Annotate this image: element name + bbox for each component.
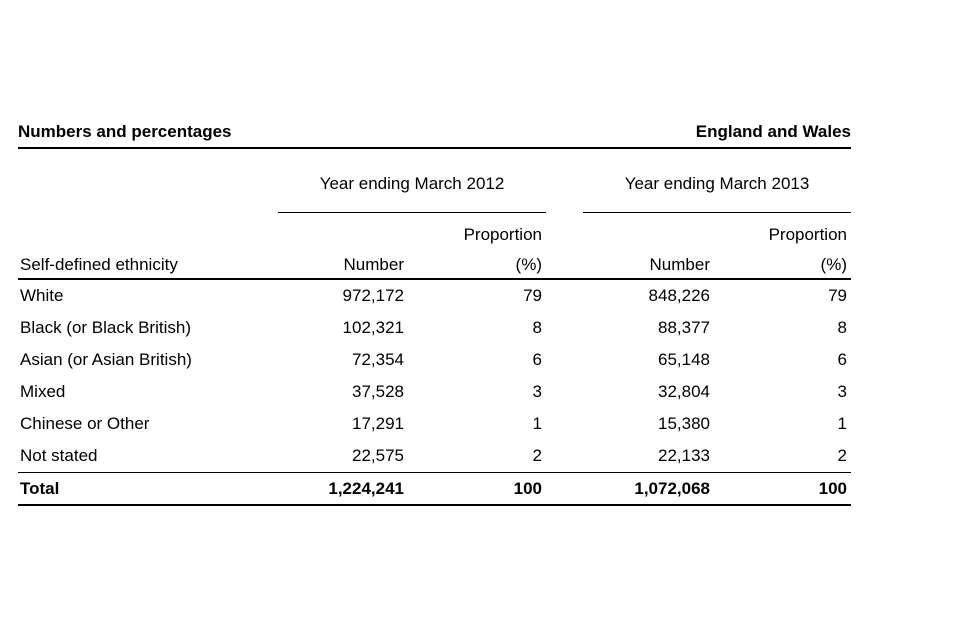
proportion-label-2012: Proportion: [463, 225, 542, 244]
ethnicity-label: Not stated: [20, 446, 98, 465]
number-2013: 88,377: [658, 318, 710, 337]
ethnicity-label: Asian (or Asian British): [20, 350, 192, 369]
number-header-2012: Number: [343, 255, 404, 274]
number-2013: 848,226: [648, 286, 710, 305]
total-number-2012: 1,224,241: [328, 478, 404, 498]
proportion-spacer-2: [278, 213, 408, 247]
row-gap: [546, 312, 583, 344]
number-2012: 22,575: [352, 446, 404, 465]
percent-2013: 79: [828, 286, 847, 305]
table-row: Not stated 22,575 2 22,133 2: [18, 440, 851, 472]
ethnicity-label: Black (or Black British): [20, 318, 191, 337]
year-header-gap: [546, 149, 583, 213]
percent-header-2013: (%): [820, 255, 847, 274]
total-percent-2013: 100: [818, 478, 847, 498]
number-2012: 102,321: [342, 318, 404, 337]
percent-2012: 2: [532, 446, 542, 465]
row-label-header: Self-defined ethnicity: [20, 255, 178, 274]
number-header-2013: Number: [649, 255, 710, 274]
percent-2012: 3: [532, 382, 542, 401]
percent-2012: 6: [532, 350, 542, 369]
total-row: Total 1,224,241 100 1,072,068 100: [18, 472, 851, 506]
number-2013: 22,133: [658, 446, 710, 465]
ethnicity-label: White: [20, 286, 64, 305]
row-gap: [546, 408, 583, 440]
column-header-row: Self-defined ethnicity Number (%) Number…: [18, 247, 851, 280]
percent-2012: 1: [532, 414, 542, 433]
percent-2013: 8: [837, 318, 847, 337]
percent-2012: 8: [532, 318, 542, 337]
table-row: Asian (or Asian British) 72,354 6 65,148…: [18, 344, 851, 376]
total-gap: [546, 473, 583, 504]
proportion-spacer-3: [583, 213, 714, 247]
table-title-row: Numbers and percentages England and Wale…: [18, 122, 851, 149]
table-row: Mixed 37,528 3 32,804 3: [18, 376, 851, 408]
number-2013: 32,804: [658, 382, 710, 401]
total-label: Total: [20, 478, 60, 498]
percent-2013: 3: [837, 382, 847, 401]
year-2013-header: Year ending March 2013: [583, 149, 851, 213]
number-2012: 972,172: [342, 286, 404, 305]
ethnicity-label: Chinese or Other: [20, 414, 150, 433]
year-header-row: Year ending March 2012 Year ending March…: [18, 149, 851, 213]
proportion-label-row: Proportion Proportion: [18, 213, 851, 247]
row-gap: [546, 376, 583, 408]
header-gap: [546, 247, 583, 278]
row-gap: [546, 344, 583, 376]
percent-header-2012: (%): [515, 255, 542, 274]
number-2012: 37,528: [352, 382, 404, 401]
table-title-left: Numbers and percentages: [18, 122, 232, 141]
percent-2013: 6: [837, 350, 847, 369]
table-title-right: England and Wales: [695, 122, 851, 141]
percent-2012: 79: [523, 286, 542, 305]
row-gap: [546, 280, 583, 312]
year-header-spacer: [18, 149, 278, 213]
number-2012: 17,291: [352, 414, 404, 433]
year-2012-header: Year ending March 2012: [278, 149, 546, 213]
proportion-spacer-1: [18, 213, 278, 247]
total-number-2013: 1,072,068: [634, 478, 710, 498]
table-row: Chinese or Other 17,291 1 15,380 1: [18, 408, 851, 440]
ethnicity-label: Mixed: [20, 382, 66, 401]
number-2012: 72,354: [352, 350, 404, 369]
number-2013: 15,380: [658, 414, 710, 433]
table-row: White 972,172 79 848,226 79: [18, 280, 851, 312]
total-percent-2012: 100: [513, 478, 542, 498]
row-gap: [546, 440, 583, 472]
ethnicity-table: Numbers and percentages England and Wale…: [18, 122, 851, 506]
proportion-gap: [546, 213, 583, 247]
number-2013: 65,148: [658, 350, 710, 369]
table-row: Black (or Black British) 102,321 8 88,37…: [18, 312, 851, 344]
percent-2013: 2: [837, 446, 847, 465]
proportion-label-2013: Proportion: [768, 225, 847, 244]
percent-2013: 1: [837, 414, 847, 433]
